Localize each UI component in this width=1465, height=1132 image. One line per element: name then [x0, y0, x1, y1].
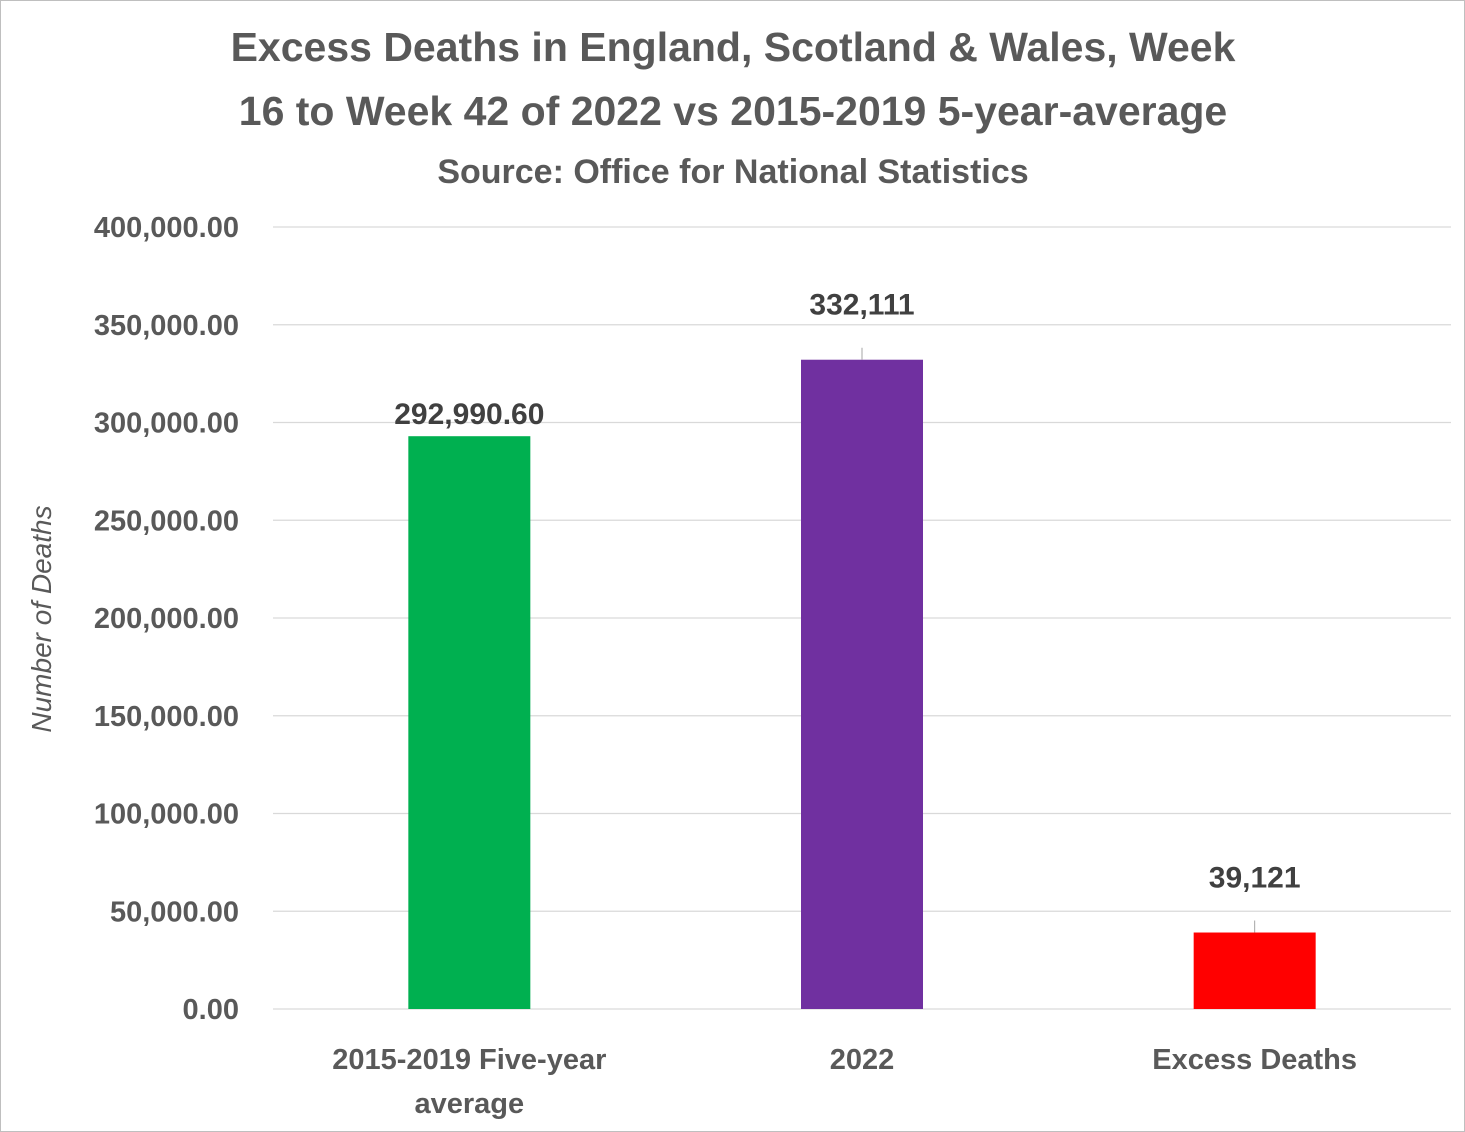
data-label: 292,990.60: [394, 398, 544, 431]
chart-subtitle: Source: Office for National Statistics: [437, 153, 1028, 191]
y-axis-label: Number of Deaths: [26, 505, 57, 732]
x-category-label: 2015-2019 Five-year: [332, 1044, 606, 1076]
bar: [408, 436, 531, 1009]
chart-title-line-1: Excess Deaths in England, Scotland & Wal…: [231, 24, 1236, 70]
y-tick-label: 0.00: [183, 994, 239, 1026]
bars: [408, 359, 1316, 1009]
y-tick-label: 50,000.00: [110, 896, 239, 928]
x-axis-categories: 2015-2019 Five-year average 2022 Excess Dea…: [332, 1044, 1357, 1120]
y-tick-label: 250,000.00: [94, 505, 239, 537]
bar: [1193, 932, 1316, 1009]
x-category-label: average: [415, 1088, 525, 1120]
bar: [801, 359, 923, 1009]
chart-title: Excess Deaths in England, Scotland & Wal…: [231, 24, 1236, 134]
data-label: 332,111: [809, 289, 914, 322]
y-tick-label: 400,000.00: [94, 212, 239, 244]
y-tick-label: 100,000.00: [94, 799, 239, 831]
x-category-label: 2022: [830, 1044, 895, 1076]
x-category-label: Excess Deaths: [1152, 1044, 1357, 1076]
y-tick-label: 300,000.00: [94, 408, 239, 440]
data-labels: 292,990.60 332,111 39,121: [394, 289, 1301, 933]
y-tick-label: 350,000.00: [94, 310, 239, 342]
y-tick-label: 200,000.00: [94, 603, 239, 635]
chart-title-line-2: 16 to Week 42 of 2022 vs 2015-2019 5-yea…: [239, 88, 1227, 134]
y-axis-ticks: 0.00 50,000.00 100,000.00 150,000.00 200,000…: [94, 212, 239, 1026]
data-label: 39,121: [1209, 862, 1301, 895]
y-tick-label: 150,000.00: [94, 701, 239, 733]
